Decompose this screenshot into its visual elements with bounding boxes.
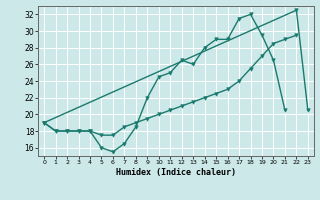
X-axis label: Humidex (Indice chaleur): Humidex (Indice chaleur) [116,168,236,177]
